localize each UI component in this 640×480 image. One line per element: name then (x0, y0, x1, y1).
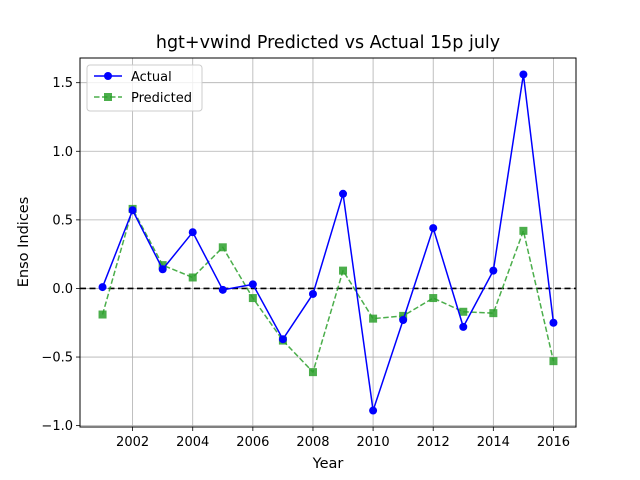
x-tick-label: 2006 (236, 435, 269, 450)
x-tick-label: 2014 (477, 435, 510, 450)
actual-point (128, 206, 137, 215)
chart-title: hgt+vwind Predicted vs Actual 15p july (156, 33, 500, 53)
y-tick-label: −0.5 (41, 351, 73, 366)
legend-actual-label: Actual (131, 70, 172, 85)
predicted-point (339, 266, 348, 275)
y-tick-label: 0.0 (52, 282, 73, 297)
predicted-point (98, 310, 107, 319)
predicted-point (369, 314, 378, 323)
actual-point (399, 316, 408, 325)
y-tick-label: 1.5 (52, 76, 73, 91)
predicted-point (549, 357, 558, 366)
plot-frame (79, 57, 577, 428)
series-line-actual (101, 73, 555, 412)
predicted-point (489, 309, 498, 318)
predicted-point (248, 294, 257, 303)
actual-point (489, 266, 498, 275)
predicted-point (399, 311, 408, 320)
series-actual (98, 70, 558, 415)
actual-point (339, 189, 348, 198)
actual-point (369, 406, 378, 415)
legend: Actual Predicted (86, 64, 203, 112)
x-tick-label: 2010 (357, 435, 390, 450)
legend-predicted-label: Predicted (131, 91, 192, 106)
y-axis-ticks: −1.0 −0.5 0.0 0.5 1.0 1.5 (41, 76, 80, 434)
x-tick-label: 2016 (537, 435, 570, 450)
predicted-point (519, 226, 528, 235)
actual-point (278, 335, 287, 344)
predicted-point (459, 307, 468, 316)
y-tick-label: 0.5 (52, 213, 73, 228)
actual-point (429, 224, 438, 233)
actual-point (459, 322, 468, 331)
x-tick-label: 2012 (417, 435, 450, 450)
actual-point (98, 283, 107, 292)
y-axis-label: Enso Indices (16, 197, 32, 288)
actual-point (549, 318, 558, 327)
series-line-predicted (101, 208, 555, 373)
actual-point (308, 289, 317, 298)
predicted-point (158, 261, 167, 270)
legend-predicted-marker (104, 93, 112, 101)
x-axis-ticks: 2002 2004 2006 2008 2010 2012 2014 2016 (116, 427, 570, 450)
actual-point (218, 285, 227, 294)
x-tick-label: 2008 (296, 435, 329, 450)
actual-point (248, 280, 257, 289)
actual-point (519, 70, 528, 79)
y-tick-label: −1.0 (41, 419, 73, 434)
predicted-point (188, 273, 197, 282)
predicted-point (218, 243, 227, 252)
x-tick-label: 2004 (176, 435, 209, 450)
series-layer (98, 70, 558, 415)
actual-point (158, 265, 167, 274)
y-tick-label: 1.0 (52, 145, 73, 160)
x-tick-label: 2002 (116, 435, 149, 450)
legend-actual-marker (104, 72, 112, 80)
predicted-point (429, 294, 438, 303)
x-axis-label: Year (312, 456, 344, 472)
predicted-point (308, 368, 317, 377)
actual-point (188, 228, 197, 237)
